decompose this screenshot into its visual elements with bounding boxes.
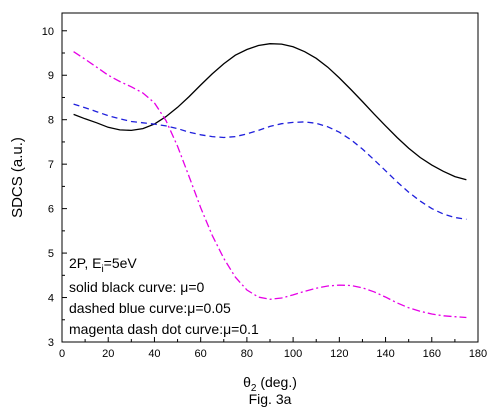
y-axis: 3 4 5 6 7 8 9 10 [42,26,67,349]
y-tick-label: 9 [48,70,54,82]
annotation-line-1-tail: =5eV [104,255,138,271]
annotation-line-2: solid black curve: μ=0 [69,279,205,295]
series-layer [73,43,467,319]
y-tick-label: 5 [48,248,54,260]
x-tick-label: 140 [376,348,394,360]
x-axis-label: θ2 (deg.) [243,374,297,394]
y-tick-label: 3 [48,337,54,349]
y-tick-label: 10 [42,26,54,38]
x-tick-label: 180 [469,348,487,360]
figure-caption: Fig. 3a [249,391,292,407]
y-tick-label: 6 [48,204,54,216]
x-axis-label-main: θ [243,374,251,390]
x-tick-label: 160 [423,348,441,360]
series-line-solid-black [73,43,467,181]
x-axis-label-subscript: 2 [251,383,257,394]
x-axis: 0 20 40 60 80 100 120 140 160 180 [59,337,487,360]
series-line-dashed-blue [73,103,467,220]
x-tick-label: 80 [241,348,253,360]
y-tick-label: 4 [48,293,54,305]
y-axis-label: SDCS (a.u.) [9,137,26,218]
x-tick-label: 60 [195,348,207,360]
x-tick-label: 40 [148,348,160,360]
y-tick-label: 7 [48,159,54,171]
y-tick-label: 8 [48,115,54,127]
annotation-line-1-subscript: i [101,264,103,275]
x-tick-label: 20 [102,348,114,360]
x-axis-label-tail: (deg.) [256,374,296,390]
annotation-line-4: magenta dash dot curve:μ=0.1 [69,321,259,337]
annotation-line-1-main: 2P, E [69,255,101,271]
annotation-line-3: dashed blue curve:μ=0.05 [69,300,231,316]
series-line-dashdot-magenta [73,51,467,319]
x-tick-label: 120 [330,348,348,360]
annotation-line-1: 2P, Ei=5eV [69,255,137,275]
x-tick-label: 100 [284,348,302,360]
x-tick-label: 0 [59,348,65,360]
annotation-block: 2P, Ei=5eV solid black curve: μ=0 dashed… [69,255,259,337]
